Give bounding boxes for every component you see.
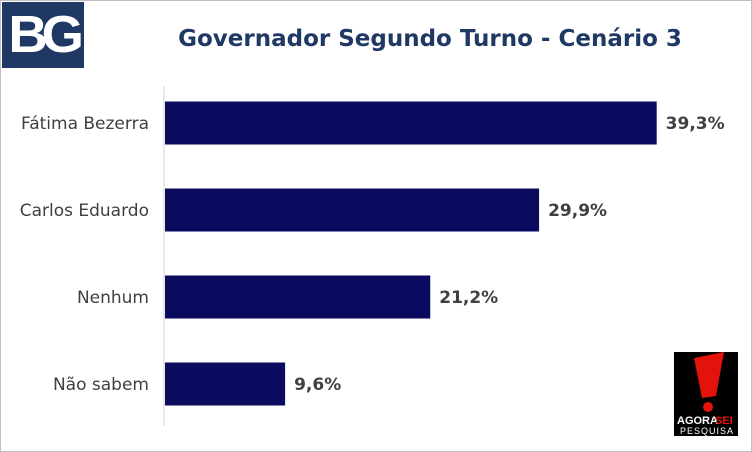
agorasei-logo-line1-a: AGORA	[677, 415, 718, 427]
chart-title: Governador Segundo Turno - Cenário 3	[178, 26, 682, 52]
category-label-0: Fátima Bezerra	[21, 114, 149, 134]
bar-3	[165, 362, 286, 406]
exclamation-dot-icon	[703, 402, 713, 412]
exclamation-mark-icon	[694, 352, 724, 398]
value-label-1: 29,9%	[548, 201, 607, 221]
value-label-3: 9,6%	[294, 375, 341, 395]
bg-logo-text: BG	[8, 6, 84, 64]
category-label-1: Carlos Eduardo	[20, 201, 149, 221]
bar-0	[165, 101, 657, 145]
value-label-2: 21,2%	[439, 288, 498, 308]
agorasei-logo: AGORA SEI PESQUISA	[674, 352, 738, 436]
bg-logo: BG	[2, 2, 84, 68]
category-label-2: Nenhum	[77, 288, 149, 308]
bar-2	[165, 275, 431, 319]
category-label-3: Não sabem	[53, 375, 149, 395]
agorasei-logo-line2: PESQUISA	[680, 426, 734, 436]
value-label-0: 39,3%	[666, 114, 725, 134]
agorasei-logo-line1-b: SEI	[715, 415, 733, 427]
bar-1	[165, 188, 540, 232]
